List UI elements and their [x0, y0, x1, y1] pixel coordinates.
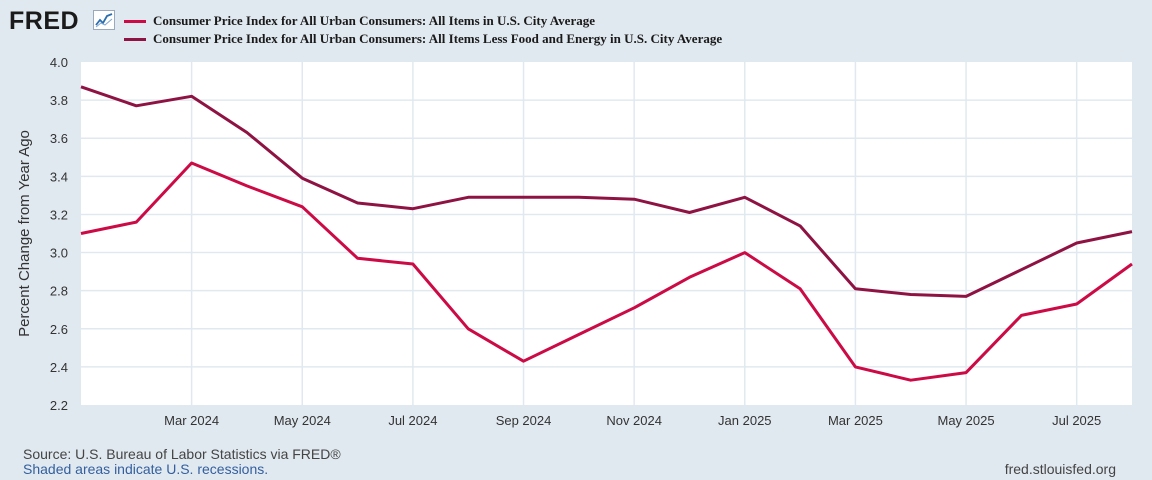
y-tick-label: 3.6 — [50, 131, 68, 146]
legend-swatch-core-cpi — [124, 37, 146, 41]
y-tick-label: 2.6 — [50, 322, 68, 337]
y-tick-label: 2.8 — [50, 284, 68, 299]
x-tick-label: Nov 2024 — [606, 413, 662, 428]
x-tick-label: May 2024 — [274, 413, 331, 428]
site-link[interactable]: fred.stlouisfed.org — [1004, 461, 1116, 477]
x-tick-label: Jan 2025 — [718, 413, 772, 428]
y-tick-label: 3.8 — [50, 93, 68, 108]
y-tick-label: 2.2 — [50, 398, 68, 413]
chart-legend: Consumer Price Index for All Urban Consu… — [124, 12, 722, 48]
y-axis-title: Percent Change from Year Ago — [16, 130, 33, 337]
y-tick-label: 3.2 — [50, 207, 68, 222]
legend-item-core-cpi[interactable]: Consumer Price Index for All Urban Consu… — [124, 30, 722, 48]
legend-swatch-cpi — [124, 19, 146, 23]
source-note: Source: U.S. Bureau of Labor Statistics … — [23, 446, 341, 462]
legend-label-core-cpi: Consumer Price Index for All Urban Consu… — [153, 31, 723, 46]
x-tick-label: Jul 2024 — [388, 413, 437, 428]
x-tick-label: Jul 2025 — [1052, 413, 1101, 428]
fred-logo[interactable]: FRED — [9, 7, 80, 35]
x-tick-label: May 2025 — [938, 413, 995, 428]
x-tick-label: Mar 2024 — [164, 413, 219, 428]
series-line-cpi — [80, 161, 1133, 382]
series-line-core-cpi — [80, 85, 1133, 298]
plot-area — [81, 62, 1132, 405]
legend-item-cpi[interactable]: Consumer Price Index for All Urban Consu… — [124, 12, 722, 30]
x-tick-label: Mar 2025 — [828, 413, 883, 428]
y-tick-label: 2.4 — [50, 360, 68, 375]
y-tick-label: 3.0 — [50, 246, 68, 261]
y-tick-label: 3.4 — [50, 169, 68, 184]
legend-label-cpi: Consumer Price Index for All Urban Consu… — [153, 13, 595, 28]
recession-note: Shaded areas indicate U.S. recessions. — [23, 461, 269, 477]
line-chart[interactable]: 4.0 3.8 3.6 3.4 3.2 3.0 2.8 2.6 2.4 2.2 Mar 2024 Ma… — [0, 0, 1152, 440]
fred-graph-icon — [93, 10, 115, 30]
y-tick-label: 4.0 — [50, 55, 68, 70]
x-tick-label: Sep 2024 — [496, 413, 552, 428]
